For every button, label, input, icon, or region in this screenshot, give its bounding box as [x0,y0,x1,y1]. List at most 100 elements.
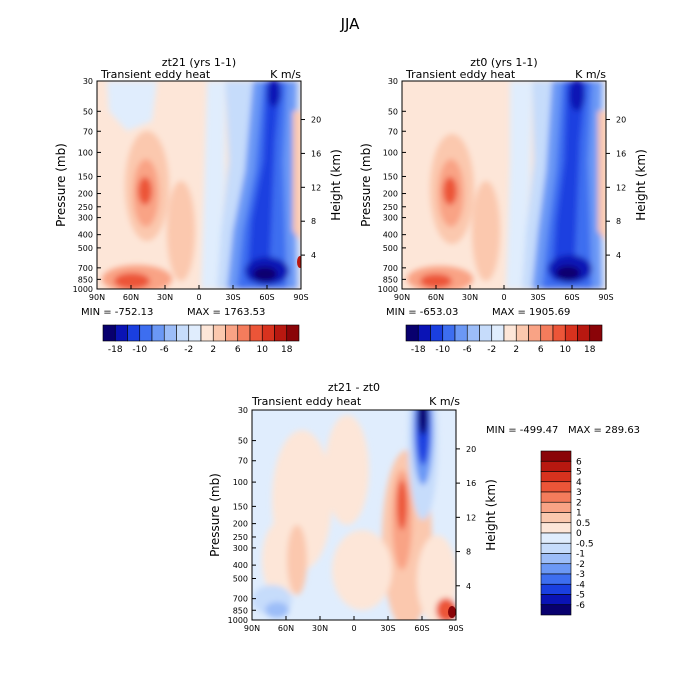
colorbar-label: -1 [576,550,585,560]
y-axis-label: Pressure (mb) [359,143,373,227]
colorbar-label: -2 [184,345,193,355]
contour-band [325,415,369,525]
contour-band [201,81,225,289]
y-tick-label: 700 [233,595,248,604]
y-right-tick-label: 8 [311,217,316,226]
y-right-tick-label: 20 [616,116,626,125]
y-right-tick-label: 16 [311,149,321,158]
colorbar-swatch [442,324,456,342]
colorbar-swatch [540,324,554,342]
x-tick-label: 30N [462,293,478,302]
y-tick-label: 1000 [73,285,93,294]
contour-band [472,181,500,281]
y-tick-label: 400 [78,231,93,240]
x-axis: 90N 60N 30N 0 30S 60S 90S [89,285,309,302]
y-right-tick-label: 16 [466,479,476,488]
x-tick-label: 90S [598,293,613,302]
x-tick-label: 90N [89,293,105,302]
colorbar-swatch [491,324,505,342]
colorbar-label: -2 [576,560,585,570]
y-tick-label: 300 [383,214,398,223]
colorbar-swatch [405,324,419,342]
y-right-tick-label: 12 [616,183,626,192]
colorbar-swatch [466,324,480,342]
colorbar-label: 3 [576,488,582,498]
contour-band [443,177,457,205]
y-tick-label: 250 [233,533,248,542]
x-tick-label: 0 [196,293,201,302]
colorbar-swatch [430,324,444,342]
colorbar-label: -3 [576,570,585,580]
colorbar-label: 6 [235,345,241,355]
y-tick-label: 1000 [228,616,248,625]
colorbar-zt21: -18 -10 -6 -2 2 6 10 18 [102,324,300,355]
contour-band [114,273,150,289]
y-axis-right-label: Height (km) [634,149,648,220]
y-right-tick-label: 20 [311,116,321,125]
y-axis-label: Pressure (mb) [54,143,68,227]
x-tick-label: 60N [428,293,444,302]
contour-band [265,602,289,618]
x-tick-label: 60S [414,624,429,633]
y-tick-label: 150 [383,172,398,181]
y-tick-label: 850 [233,606,248,615]
colorbar-swatch [540,594,572,606]
y-tick-label: 1000 [378,285,398,294]
contour-band [293,111,301,241]
y-tick-label: 850 [383,275,398,284]
contour-band [448,606,456,618]
colorbar-swatch [540,522,572,534]
colorbar-swatch [540,450,572,462]
colorbar-swatch [540,573,572,585]
y-tick-label: 400 [233,561,248,570]
colorbar-swatch [127,324,141,342]
contour-band [420,274,452,288]
y-right-tick-label: 4 [466,582,471,591]
panel-title: zt21 - zt0 [328,381,380,394]
contour-band [556,266,580,280]
colorbar-swatch [454,324,468,342]
y-tick-label: 100 [233,478,248,487]
y-tick-label: 30 [83,77,93,86]
colorbar-swatch [528,324,542,342]
panel-zt21: zt21 (yrs 1-1) Transient eddy heat K m/s [54,56,343,318]
colorbar-label: -5 [576,591,585,601]
max-label: MAX = 1905.69 [492,307,570,318]
x-tick-label: 0 [501,293,506,302]
colorbar-label: 2 [210,345,216,355]
panel-title: zt21 (yrs 1-1) [162,56,236,69]
contour-band [332,530,392,610]
y-axis-right-label: Height (km) [329,149,343,220]
colorbar-label: 0.5 [576,519,590,529]
panel-subtitle-left: Transient eddy heat [405,68,516,81]
colorbar-swatch [515,324,529,342]
contour-band [598,111,606,241]
y-tick-label: 150 [233,502,248,511]
colorbar-swatch [200,324,214,342]
colorbar-label: -18 [108,345,123,355]
colorbar-label: 2 [513,345,519,355]
x-tick-label: 30N [157,293,173,302]
colorbar-label: 1 [576,509,582,519]
min-label: MIN = -752.13 [81,307,153,318]
y-tick-label: 50 [83,107,93,116]
colorbar-swatch [577,324,591,342]
colorbar-swatch [274,324,288,342]
y-tick-label: 500 [383,244,398,253]
min-label: MIN = -653.03 [386,307,458,318]
colorbar-swatch [540,532,572,544]
colorbar-label: -6 [160,345,169,355]
y-tick-label: 100 [78,148,93,157]
x-tick-label: 30S [380,624,395,633]
panel-title: zt0 (yrs 1-1) [470,56,537,69]
colorbar-label: 0 [576,529,582,539]
y-tick-label: 150 [78,172,93,181]
colorbar-swatch [139,324,153,342]
y-tick-label: 50 [388,107,398,116]
colorbar-swatch [540,542,572,554]
y-right-tick-label: 12 [311,183,321,192]
y-tick-label: 250 [78,203,93,212]
